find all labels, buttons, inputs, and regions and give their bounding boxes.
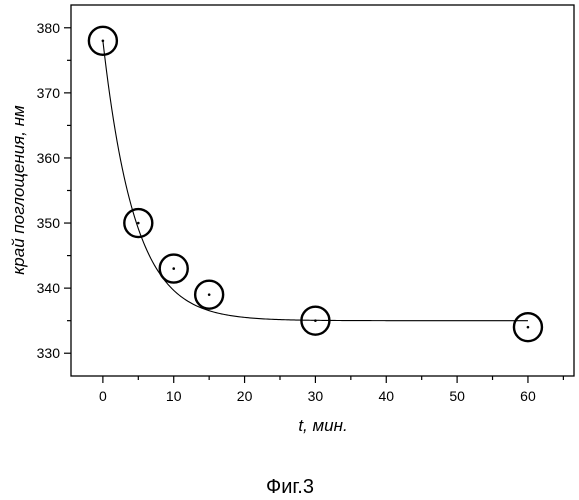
data-point-center bbox=[102, 39, 105, 42]
data-point bbox=[124, 209, 152, 237]
y-axis-label: край поглощения, нм bbox=[9, 105, 28, 275]
y-tick-label: 340 bbox=[37, 280, 61, 296]
y-tick-label: 350 bbox=[37, 215, 61, 231]
x-tick-label: 0 bbox=[99, 388, 107, 404]
data-point bbox=[89, 27, 117, 55]
data-point-center bbox=[137, 222, 140, 225]
data-point bbox=[514, 313, 542, 341]
x-tick-label: 60 bbox=[520, 388, 536, 404]
y-tick-label: 330 bbox=[37, 345, 61, 361]
figure-caption: Фиг.3 bbox=[266, 476, 314, 498]
data-point-center bbox=[172, 267, 175, 270]
x-tick-label: 50 bbox=[449, 388, 465, 404]
y-tick-label: 380 bbox=[37, 20, 61, 36]
x-tick-label: 10 bbox=[166, 388, 182, 404]
x-axis-label: t, мин. bbox=[298, 416, 347, 435]
data-point-center bbox=[314, 319, 317, 322]
fit-curve bbox=[103, 41, 528, 321]
data-point-center bbox=[527, 326, 530, 329]
y-tick-label: 360 bbox=[37, 150, 61, 166]
y-tick-label: 370 bbox=[37, 85, 61, 101]
y-axis-ticks: 330 340 350 360 370 380 bbox=[37, 20, 71, 361]
data-point bbox=[195, 281, 223, 309]
fit-curve-layer bbox=[103, 41, 528, 321]
x-tick-label: 30 bbox=[308, 388, 324, 404]
x-axis-ticks: 0 10 20 30 40 50 60 bbox=[99, 376, 563, 404]
x-tick-label: 40 bbox=[378, 388, 394, 404]
data-points-layer bbox=[89, 27, 542, 341]
data-point bbox=[160, 255, 188, 283]
x-tick-label: 20 bbox=[237, 388, 253, 404]
data-point-center bbox=[208, 293, 211, 296]
